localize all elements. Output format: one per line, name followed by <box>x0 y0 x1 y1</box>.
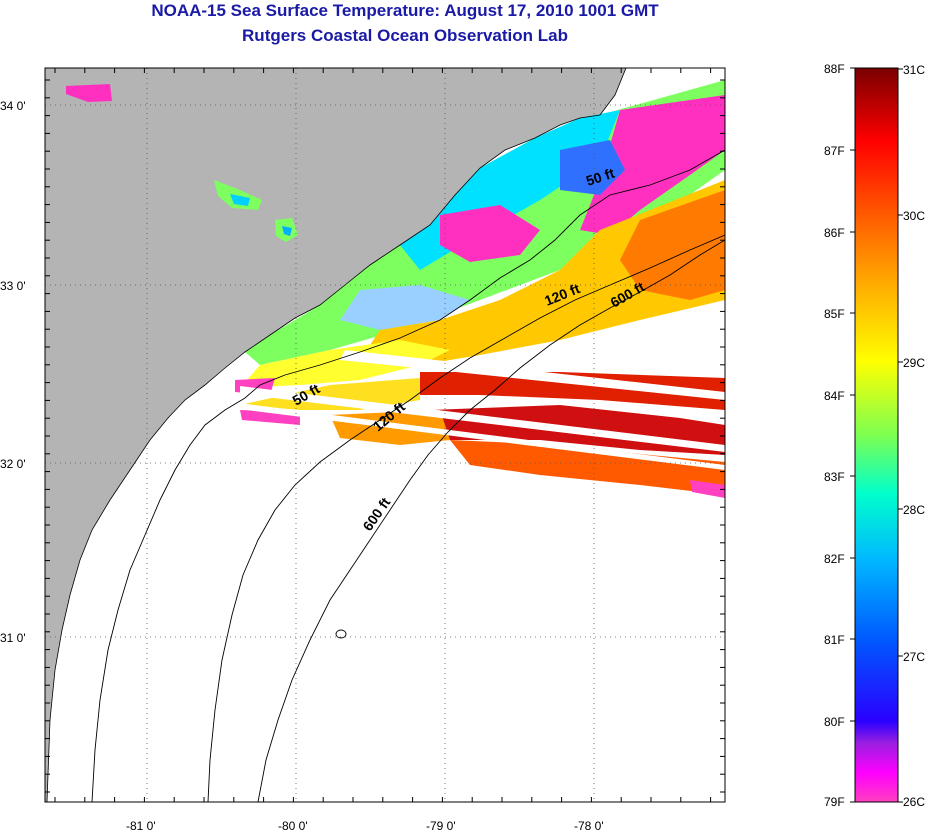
lat-label-33: 33 0' <box>0 279 26 293</box>
colorbar-c-31: 31C <box>903 63 925 77</box>
colorbar-f-84: 84F <box>824 389 845 403</box>
colorbar-f-88: 88F <box>824 62 845 76</box>
seamount-contour <box>335 629 347 639</box>
map-subtitle: Rutgers Coastal Ocean Observation Lab <box>242 26 568 45</box>
colorbar-c-29: 29C <box>903 356 925 370</box>
land-area <box>45 68 626 802</box>
colorbar-gradient <box>855 68 898 802</box>
isobath-120ft <box>207 234 725 802</box>
colorbar-c-26: 26C <box>903 795 925 809</box>
map-title: NOAA-15 Sea Surface Temperature: August … <box>151 1 659 20</box>
colorbar-c-27: 27C <box>903 650 925 664</box>
colorbar-frame <box>854 67 899 803</box>
coastline <box>46 68 627 802</box>
colorbar-f-81: 81F <box>824 633 845 647</box>
isobath-600ft <box>257 239 725 802</box>
colorbar-c-30: 30C <box>903 209 925 223</box>
axis-ticks <box>45 68 725 802</box>
lon-label-81: -81 0' <box>126 819 156 832</box>
lat-label-32: 32 0' <box>0 457 26 471</box>
colorbar-f-85: 85F <box>824 307 845 321</box>
colorbar-f-79: 79F <box>824 795 845 809</box>
lon-label-78: -78 0' <box>574 819 604 832</box>
colorbar-f-86: 86F <box>824 226 845 240</box>
lat-label-31: 31 0' <box>0 631 26 645</box>
map-frame <box>44 67 726 803</box>
lon-label-80: -80 0' <box>278 819 308 832</box>
colorbar-f-87: 87F <box>824 144 845 158</box>
colorbar-f-82: 82F <box>824 552 845 566</box>
map-gridlines <box>45 68 725 802</box>
colorbar: 88F 87F 86F 85F 84F 83F 82F 81F 80F 79F … <box>824 62 925 809</box>
colorbar-f-80: 80F <box>824 715 845 729</box>
lat-label-34: 34 0' <box>0 99 26 113</box>
colorbar-c-28: 28C <box>903 503 925 517</box>
lon-label-79: -79 0' <box>426 819 456 832</box>
colorbar-f-83: 83F <box>824 470 845 484</box>
isobath-50ft <box>91 149 725 802</box>
sst-data-swath <box>66 80 725 498</box>
